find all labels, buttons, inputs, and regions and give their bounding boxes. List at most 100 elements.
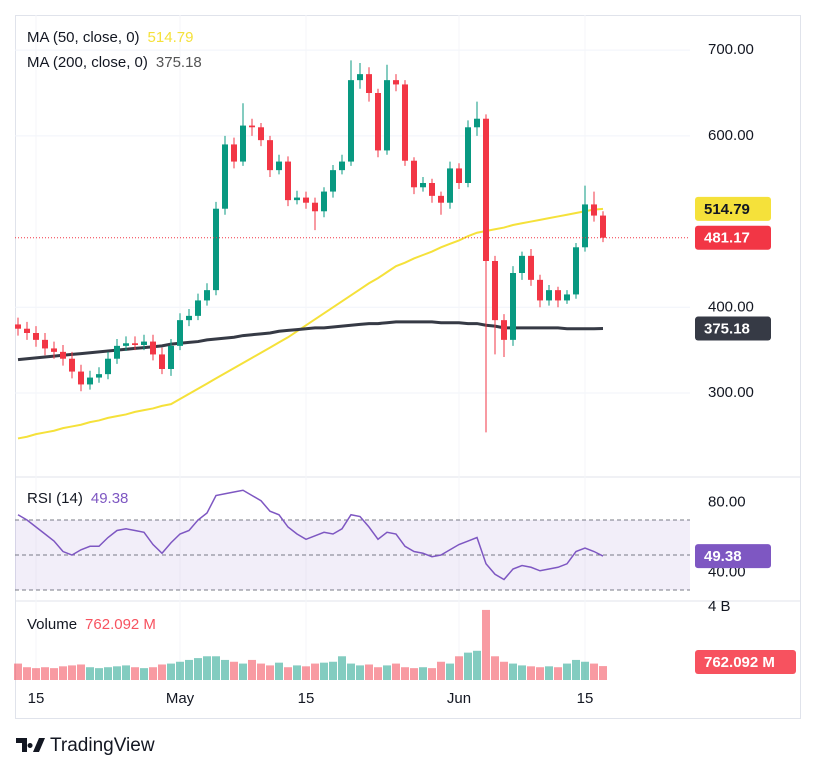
ma-tag-bg	[695, 196, 771, 221]
candle-body	[213, 208, 219, 291]
legend-value: 375.18	[156, 54, 202, 71]
candle-body	[591, 204, 597, 216]
volume-bar	[329, 661, 337, 680]
volume-bar	[356, 665, 364, 680]
candle-body	[537, 279, 543, 301]
legend-item: MA (50, close, 0) 514.79	[27, 29, 193, 46]
candle-body	[519, 255, 525, 273]
candle-body	[384, 80, 390, 151]
volume-bar	[491, 656, 499, 680]
volume-bar	[428, 668, 436, 680]
candle-body	[132, 343, 138, 345]
candle-body	[42, 339, 48, 349]
candle-body	[402, 84, 408, 161]
volume-bar	[509, 663, 517, 680]
volume-bar	[554, 667, 562, 680]
candle-body	[429, 183, 435, 196]
x-tick-label: 15	[28, 690, 45, 707]
candle-body	[528, 255, 534, 280]
candle-body	[159, 354, 165, 369]
volume-bar	[572, 659, 580, 680]
volume-bar	[446, 663, 454, 680]
volume-bar	[482, 609, 490, 680]
candle-body	[276, 161, 282, 171]
candle-body	[546, 290, 552, 301]
ma-tag: 375.18	[704, 321, 750, 338]
volume-bar	[185, 659, 193, 680]
candle-body	[15, 324, 21, 329]
candle-body	[357, 74, 363, 81]
candle-body	[285, 161, 291, 201]
volume-tag-bg	[695, 650, 796, 674]
candle-body	[456, 168, 462, 183]
price-tag-bg	[695, 225, 771, 250]
volume-tag: 762.092 M	[704, 654, 775, 671]
volume-bar	[248, 659, 256, 680]
candle-body	[195, 300, 201, 316]
ma-tag-bg	[695, 316, 771, 341]
x-tick-label: Jun	[447, 690, 471, 707]
volume-bar	[212, 656, 220, 680]
volume-bar	[464, 652, 472, 680]
candle-body	[303, 197, 309, 203]
candle-body	[114, 345, 120, 359]
rsi-tag-bg	[695, 544, 771, 569]
candle-body	[573, 247, 579, 295]
volume-bar	[500, 661, 508, 680]
candle-body	[168, 345, 174, 369]
volume-bar	[104, 667, 112, 680]
candle-body	[348, 80, 354, 162]
frame	[15, 15, 801, 719]
candle-body	[339, 161, 345, 171]
price-tag: 481.17	[704, 230, 750, 247]
candle-body	[69, 358, 75, 372]
candle-body	[501, 320, 507, 340]
legend-item: MA (200, close, 0) 375.18	[27, 54, 202, 71]
legend-name: MA (200, close, 0)	[27, 54, 148, 71]
y-tick-label: 4 B	[708, 598, 731, 615]
volume-bar	[365, 664, 373, 680]
candle-body	[186, 315, 192, 321]
volume-bar	[374, 667, 382, 680]
candle-body	[24, 328, 30, 333]
volume-bar	[419, 667, 427, 680]
candle-body	[321, 191, 327, 212]
volume-bar	[320, 662, 328, 680]
candle-body	[375, 93, 381, 151]
candle-body	[51, 348, 57, 352]
volume-bar	[302, 666, 310, 680]
volume-bar	[14, 663, 22, 680]
volume-bar	[86, 667, 94, 680]
legend-item: Volume 762.092 M	[27, 616, 156, 633]
candle-body	[267, 140, 273, 171]
rsi-tag: 49.38	[704, 548, 742, 565]
candle-body	[249, 125, 255, 128]
volume-bar	[410, 668, 418, 680]
volume-bar	[140, 668, 148, 680]
candle-body	[222, 144, 228, 209]
volume-bar	[455, 656, 463, 680]
candle-body	[330, 170, 336, 192]
volume-bar	[23, 667, 31, 680]
volume-bar	[113, 666, 121, 680]
volume-bar	[176, 661, 184, 680]
volume-bar	[167, 663, 175, 680]
candle-body	[564, 294, 570, 301]
candle-body	[240, 125, 246, 162]
x-tick-label: 15	[577, 690, 594, 707]
candle-body	[582, 204, 588, 248]
rsi-line	[17, 489, 604, 581]
candle-body	[411, 160, 417, 188]
candle-body	[105, 358, 111, 375]
volume-bar	[50, 668, 58, 680]
volume-bar	[239, 663, 247, 680]
volume-bar	[266, 665, 274, 680]
candle-body	[420, 183, 426, 188]
volume-bar	[437, 661, 445, 680]
volume-bar	[158, 664, 166, 680]
candle-body	[483, 118, 489, 261]
volume-bar	[257, 663, 265, 680]
volume-bar	[122, 665, 130, 680]
x-tick-label: May	[166, 690, 195, 707]
